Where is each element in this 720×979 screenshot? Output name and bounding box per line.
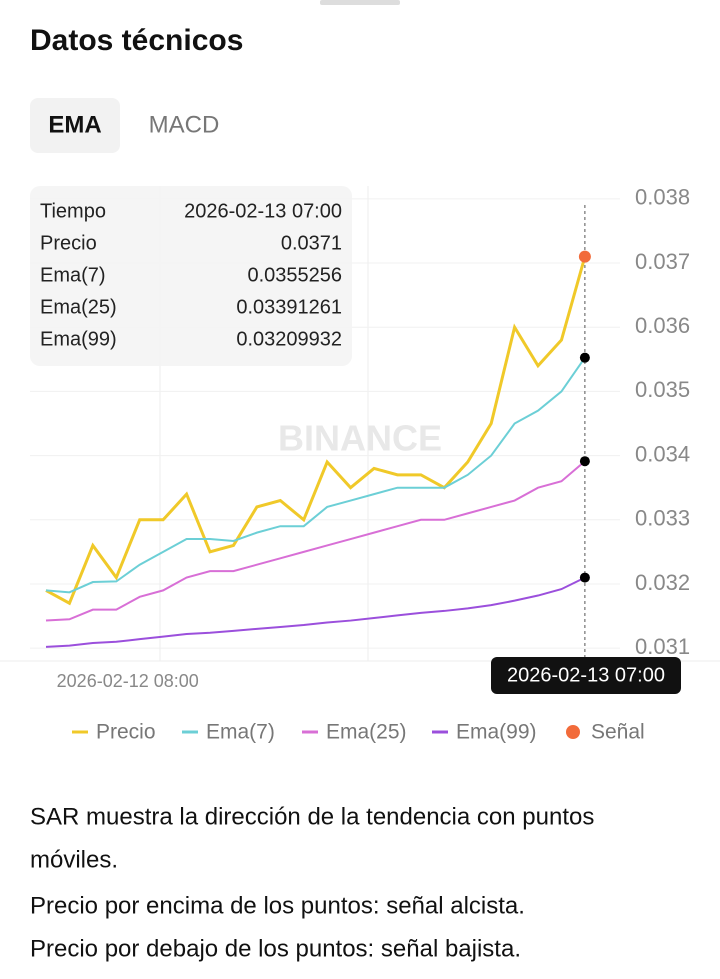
crosshair-label-bg [491, 657, 681, 694]
legend-label: Ema(99) [456, 721, 537, 744]
tooltip-value: 0.0355256 [247, 264, 342, 286]
crosshair-dot [579, 456, 590, 467]
crosshair-dot [579, 572, 590, 583]
tab-bg[interactable] [30, 98, 120, 153]
tooltip-value: 0.03391261 [236, 296, 342, 318]
title: Datos técnicos [30, 24, 243, 57]
description-line: Precio por encima de los puntos: señal a… [30, 892, 525, 919]
tab[interactable]: MACD [149, 111, 220, 138]
y-tick-label: 0.038 [635, 185, 690, 210]
drag-handle[interactable] [320, 0, 400, 5]
tooltip-value: 0.03209932 [236, 328, 342, 350]
y-tick-label: 0.032 [635, 570, 690, 595]
tooltip-key: Ema(25) [40, 296, 117, 318]
tooltip-key: Ema(7) [40, 264, 106, 286]
y-tick-label: 0.037 [635, 249, 690, 274]
legend-label: Precio [96, 721, 156, 744]
tooltip-key: Precio [40, 232, 97, 254]
description-line: SAR muestra la dirección de la tendencia… [30, 803, 594, 830]
tooltip-value: 2026-02-13 07:00 [184, 200, 342, 222]
description-line: móviles. [30, 846, 118, 873]
y-tick-label: 0.036 [635, 313, 690, 338]
tooltip-key: Tiempo [40, 200, 106, 222]
tab[interactable]: EMA [48, 111, 101, 138]
tooltip-bg [30, 186, 352, 366]
legend-label: Ema(25) [326, 721, 407, 744]
description-line: Precio por debajo de los puntos: señal b… [30, 935, 521, 962]
series-line [45, 460, 586, 622]
y-tick-label: 0.031 [635, 634, 690, 659]
series-line [45, 576, 586, 648]
series-line [45, 256, 587, 606]
y-tick-label: 0.033 [635, 506, 690, 531]
tooltip-value: 0.0371 [281, 232, 342, 254]
y-tick-label: 0.035 [635, 377, 690, 402]
crosshair-label: 2026-02-13 07:00 [507, 664, 665, 686]
x-tick-label: 2026-02-12 08:00 [57, 671, 199, 691]
legend-label: Señal [591, 721, 645, 744]
tooltip-key: Ema(99) [40, 328, 117, 350]
series-line [45, 357, 586, 594]
legend-dot [566, 725, 580, 739]
crosshair-dot [579, 352, 590, 363]
legend-label: Ema(7) [206, 721, 275, 744]
y-tick-label: 0.034 [635, 441, 690, 466]
signal-dot [578, 250, 591, 263]
watermark: BINANCE [278, 418, 442, 459]
